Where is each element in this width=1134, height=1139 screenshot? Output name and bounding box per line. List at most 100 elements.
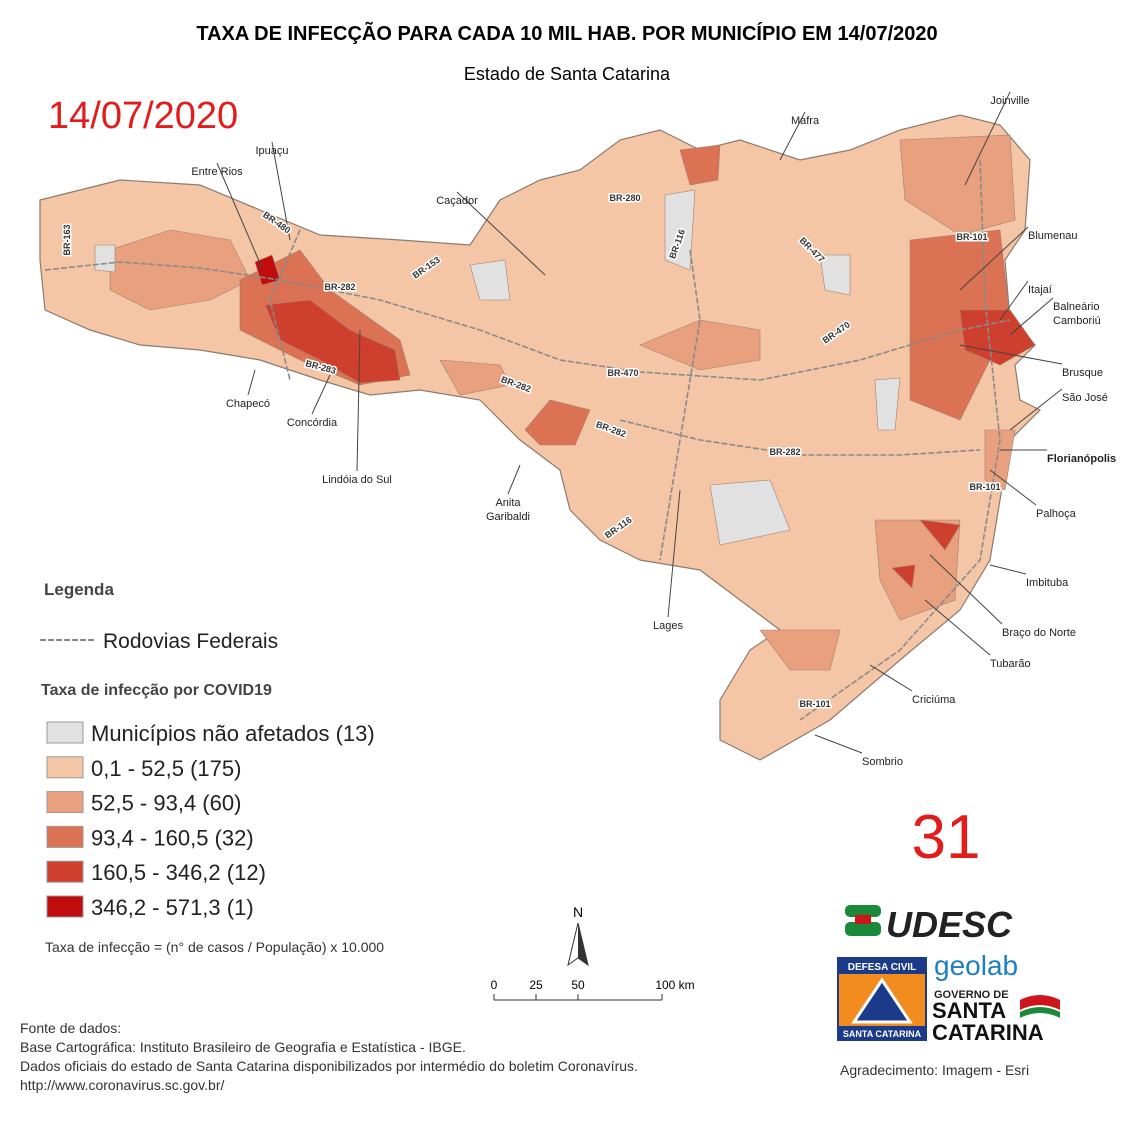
- governo-text: GOVERNO DE: [934, 989, 1009, 1001]
- legend-swatch: [46, 756, 84, 779]
- legend-label: 93,4 - 160,5 (32): [91, 825, 254, 850]
- source-line: Dados oficiais do estado de Santa Catari…: [20, 1058, 638, 1074]
- subtitle: Estado de Santa Catarina: [464, 64, 671, 84]
- scale-tick: 100 km: [655, 978, 694, 992]
- city-label: Lindóia do Sul: [322, 474, 392, 486]
- city-label: Balneário: [1053, 301, 1099, 313]
- city-label: Brusque: [1062, 367, 1103, 379]
- leader-line: [667, 489, 681, 618]
- legend-classes-title: Taxa de infecção por COVID19: [41, 682, 272, 699]
- scale-tick: 0: [491, 978, 498, 992]
- title: TAXA DE INFECÇÃO PARA CADA 10 MIL HAB. P…: [196, 22, 937, 45]
- legend-label: Municípios não afetados (13): [91, 721, 375, 746]
- leader-line: [959, 344, 1063, 365]
- date: 14/07/2020: [48, 95, 238, 137]
- formula: Taxa de infecção = (n° de casos / Popula…: [45, 939, 384, 955]
- legend-label: 52,5 - 93,4 (60): [91, 791, 241, 816]
- leader-line: [964, 91, 1011, 186]
- scale-bar: [493, 994, 663, 1001]
- road-label: BR-282: [769, 447, 800, 457]
- udesc-text: UDESC: [886, 904, 1013, 945]
- city-label: Braço do Norte: [1002, 627, 1076, 639]
- catarina-text: CATARINA: [932, 1020, 1044, 1045]
- region: [709, 479, 791, 546]
- road-label: BR-282: [324, 282, 355, 292]
- road-label: BR-163: [62, 224, 72, 255]
- city-label: Camboriú: [1053, 315, 1101, 327]
- leader-line: [216, 162, 263, 269]
- city-label: Garibaldi: [486, 511, 530, 523]
- city-label: Joinville: [990, 95, 1029, 107]
- legend-label: 0,1 - 52,5 (175): [91, 756, 241, 781]
- leader-line: [959, 226, 1029, 291]
- leader-line: [929, 554, 1003, 625]
- leader-line: [869, 664, 913, 692]
- state-flag: [1020, 995, 1060, 1018]
- defesa-civil-text: DEFESA CIVIL: [848, 962, 917, 973]
- leader-line: [989, 564, 1027, 575]
- region: [874, 377, 901, 431]
- city-label: Caçador: [436, 195, 478, 207]
- udesc-logo: [845, 905, 881, 936]
- leader-line: [507, 464, 521, 495]
- city-label: Imbituba: [1026, 577, 1069, 589]
- city-label: Anita: [495, 497, 521, 509]
- state-map: [39, 114, 1042, 761]
- roads: [44, 159, 1011, 721]
- defesa-civil-emblem: [851, 977, 913, 1024]
- legend-swatch: [46, 860, 84, 883]
- region: [874, 519, 961, 621]
- city-label: Concórdia: [287, 417, 338, 429]
- region: [264, 299, 401, 384]
- region: [439, 359, 511, 396]
- north-label: N: [573, 904, 583, 920]
- legend-label: 346,2 - 571,3 (1): [91, 895, 254, 920]
- legend-label: 160,5 - 346,2 (12): [91, 860, 266, 885]
- road-label: BR-101: [799, 699, 830, 709]
- city-label: Itajaí: [1028, 284, 1052, 296]
- leader-line: [999, 280, 1029, 321]
- city-label: Criciúma: [912, 694, 956, 706]
- legend-swatch: [46, 895, 84, 918]
- city-label: Tubarão: [990, 658, 1031, 670]
- road-label: BR-470: [607, 368, 638, 378]
- region: [664, 189, 696, 271]
- region: [679, 144, 721, 186]
- legend-roads: Rodovias Federais: [103, 630, 278, 653]
- city-label: Sombrio: [862, 756, 903, 768]
- region: [109, 229, 251, 311]
- leader-line: [1009, 388, 1063, 431]
- leader-line: [271, 141, 291, 241]
- road-label: BR-101: [969, 482, 1000, 492]
- region: [899, 134, 1016, 236]
- city-label: Mafra: [791, 115, 820, 127]
- leader-line: [779, 111, 806, 161]
- leader-line: [924, 599, 991, 656]
- city-label: Palhoça: [1036, 508, 1077, 520]
- source-line: Base Cartográfica: Instituto Brasileiro …: [20, 1039, 466, 1055]
- source-line: http://www.coronavirus.sc.gov.br/: [20, 1077, 224, 1093]
- city-label: Entre Rios: [191, 166, 243, 178]
- leader-line: [989, 469, 1037, 506]
- legend-swatch: [46, 791, 84, 814]
- leader-line: [1009, 297, 1054, 336]
- legend-title: Legenda: [44, 580, 114, 599]
- north-arrow-shade: [578, 923, 588, 965]
- city-label: São José: [1062, 392, 1108, 404]
- scale-tick: 25: [529, 978, 543, 992]
- geolab-text: geolab: [934, 950, 1018, 981]
- region: [919, 519, 961, 551]
- region: [469, 259, 511, 301]
- leader-line: [356, 329, 361, 472]
- scale-tick: 50: [571, 978, 585, 992]
- region: [891, 564, 916, 589]
- region: [639, 319, 761, 371]
- defesa-civil-state: SANTA CATARINA: [843, 1029, 922, 1039]
- leader-line: [311, 374, 331, 415]
- defesa-civil-band: [838, 1026, 926, 1040]
- santa-text: SANTA: [932, 998, 1006, 1023]
- region: [94, 244, 116, 273]
- region: [959, 309, 1036, 366]
- road-label: BR-101: [956, 232, 987, 242]
